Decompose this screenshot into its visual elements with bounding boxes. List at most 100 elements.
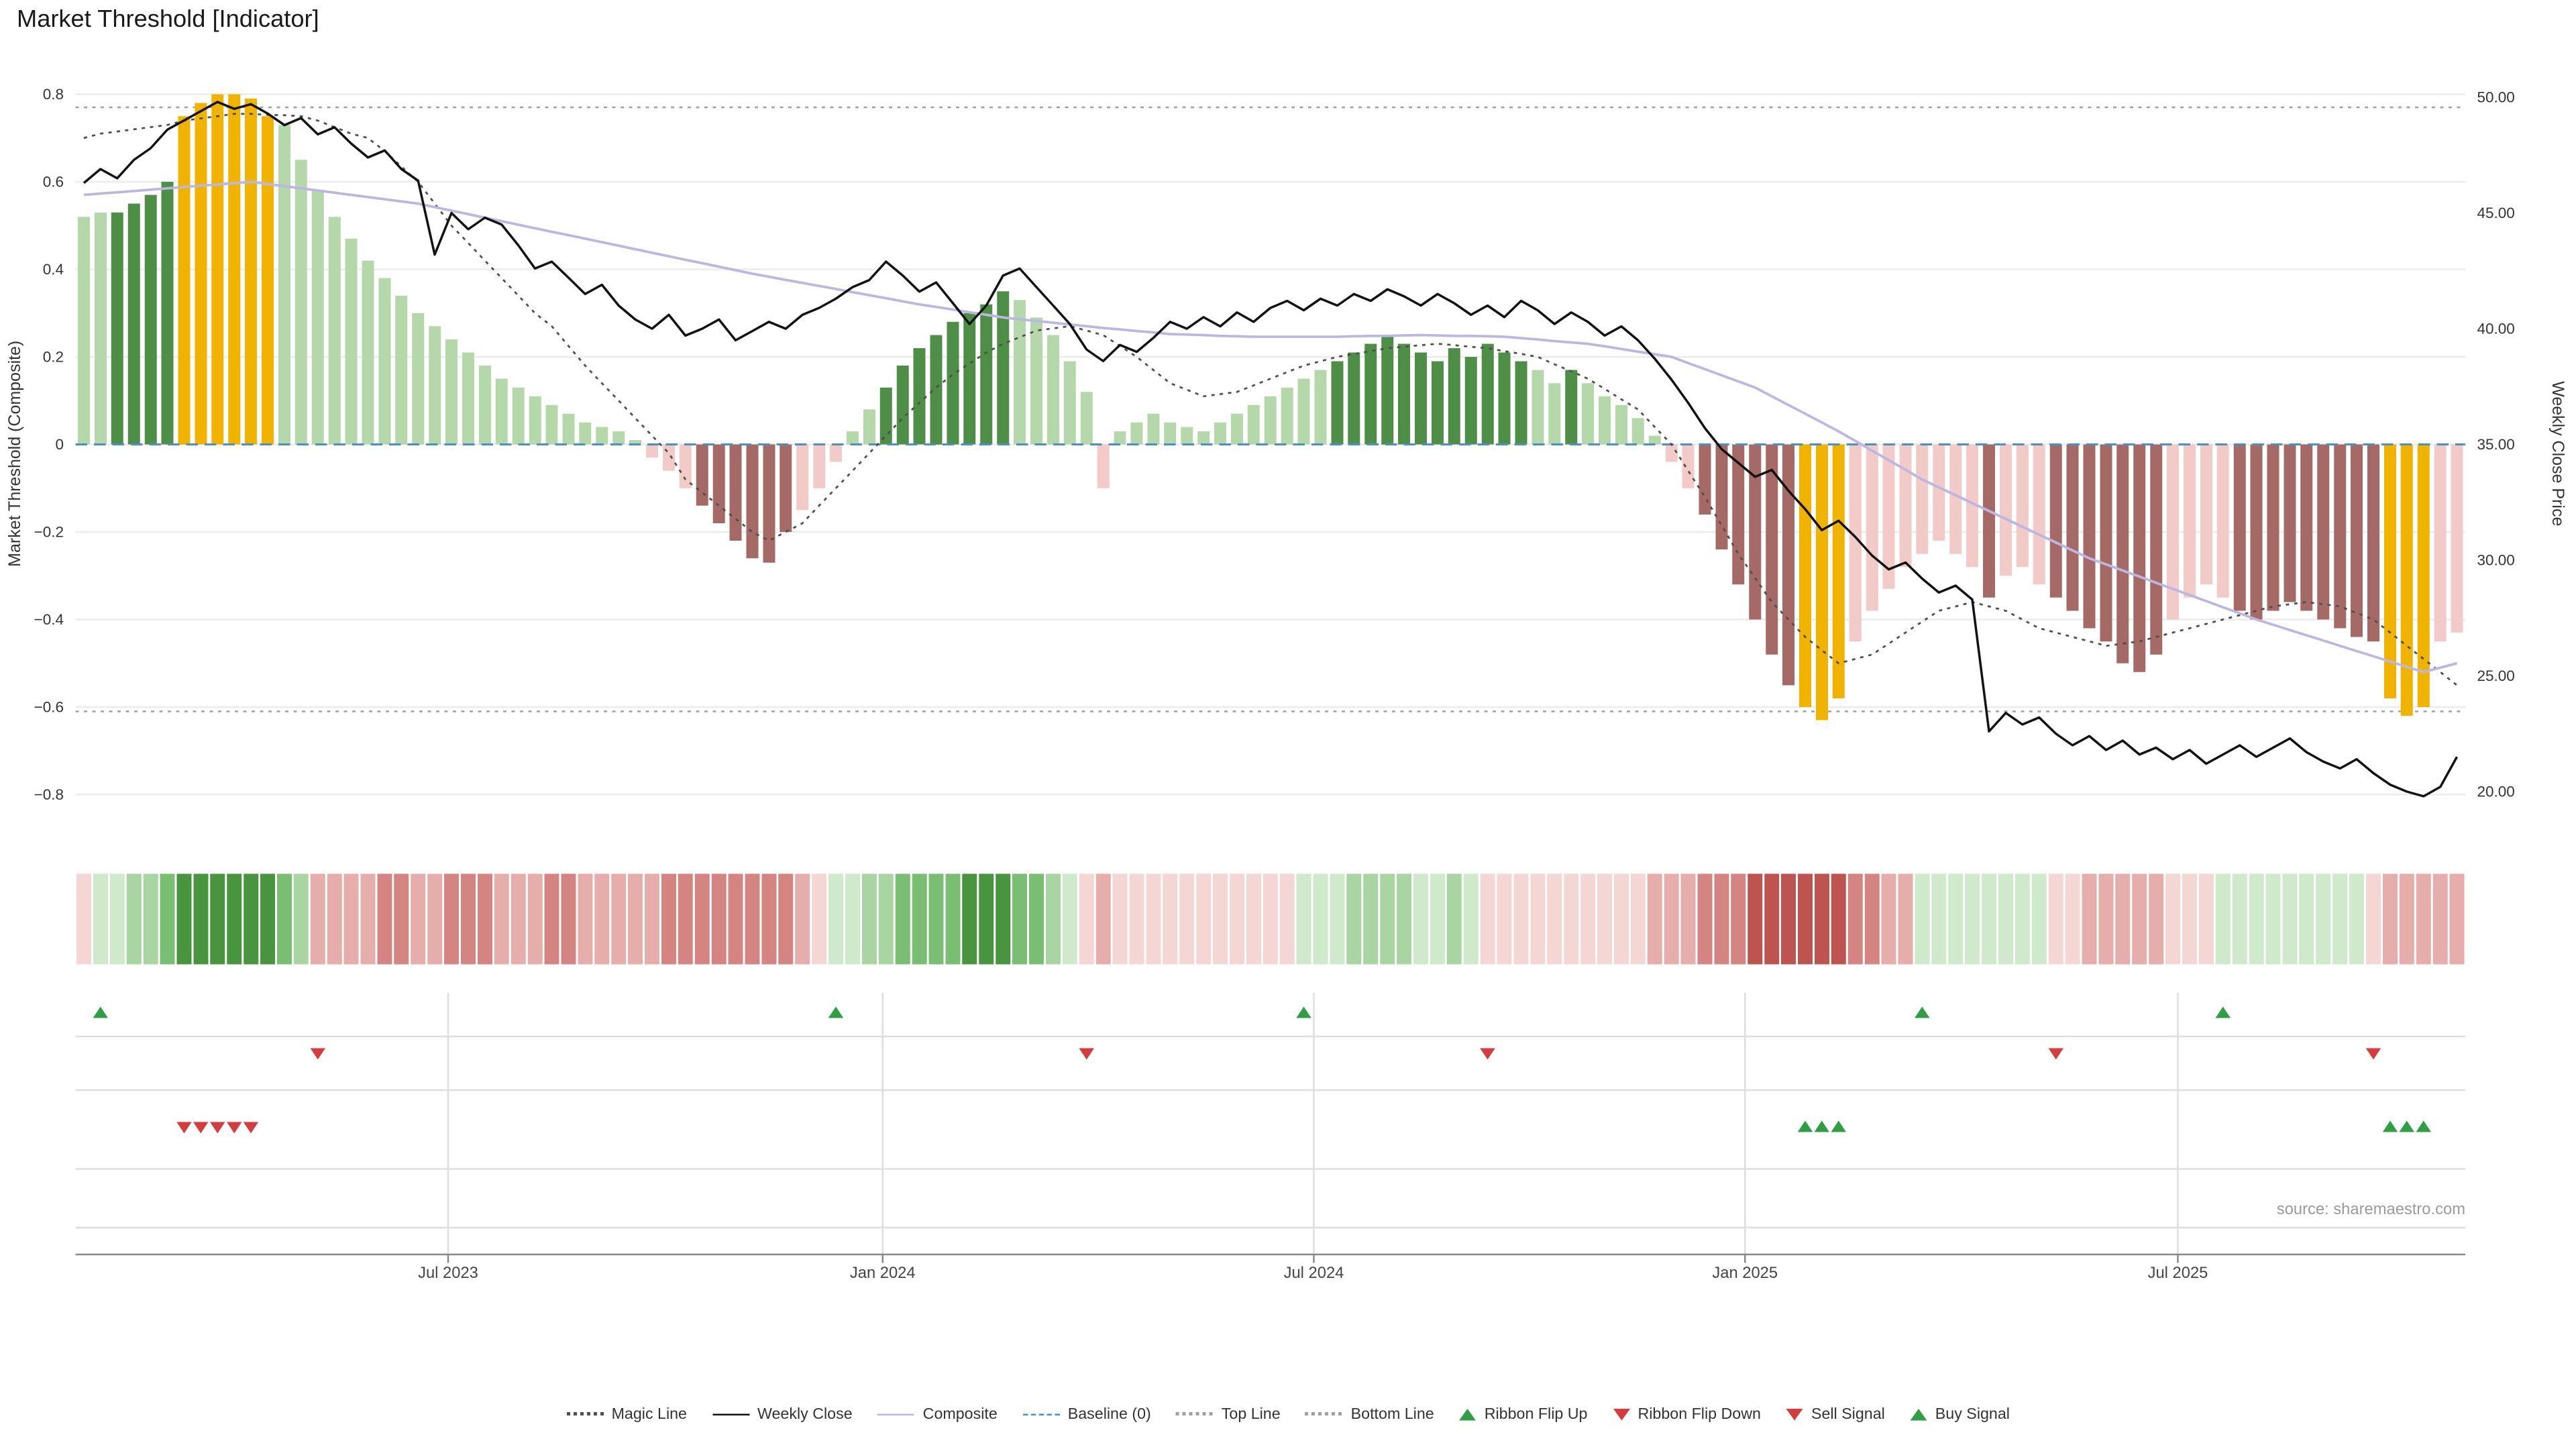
ribbon-cell [711,873,727,965]
right-axis-tick-label: 25.00 [2477,667,2515,684]
threshold-bar [1966,444,1978,568]
ribbon-cell [260,873,275,965]
chart-canvas: Jul 2023 Jan 2024 Jul 2024 Jan 2025 Jul 2025… [34,86,2515,1282]
ribbon-cell [444,873,459,965]
ribbon-cell [795,873,810,965]
page-title: Market Threshold [Indicator] [17,7,319,34]
threshold-bar [495,378,508,445]
ribbon-cell [812,873,827,965]
ribbon-cell [2349,873,2365,965]
ribbon-cell [1647,873,1662,965]
threshold-bar [127,203,140,445]
legend-label: Ribbon Flip Down [1638,1405,1761,1422]
threshold-bar [1882,444,1895,589]
buy-signal-marker [2416,1120,2431,1132]
legend-line-sample [1176,1412,1214,1415]
ribbon-cell [2282,873,2298,965]
ribbon-cell [2115,873,2131,965]
threshold-bar [78,217,90,445]
threshold-bar [1832,444,1845,698]
threshold-bar [879,387,892,445]
ribbon-cell [1446,873,1462,965]
sell-signal-marker [227,1122,242,1134]
threshold-bar [863,409,875,445]
threshold-bar [947,321,959,445]
ribbon-cell [1513,873,1529,965]
ribbon-cell [1764,873,1780,965]
ribbon-cell [2366,873,2381,965]
ribbon-cell [1279,873,1295,965]
ribbon-cell [996,873,1011,965]
threshold-bar [294,160,307,445]
right-axis-tick-label: 40.00 [2477,321,2515,337]
ribbon-cell [1179,873,1195,965]
ribbon-cell [2165,873,2180,965]
ribbon-cell [1397,873,1411,965]
threshold-bar [780,444,792,532]
ribbon-cell [1346,873,1362,965]
threshold-bar [2284,444,2296,602]
threshold-bar [847,431,859,445]
threshold-bar [2233,444,2246,611]
ribbon-cell [1079,873,1094,965]
threshold-bar [2384,444,2396,698]
ribbon-cell [1263,873,1278,965]
threshold-bar [1063,361,1076,445]
threshold-bar [2317,444,2330,620]
ribbon-cell [645,873,659,965]
legend-triangle-up-icon [1910,1407,1927,1420]
legend-label: Weekly Close [757,1405,853,1422]
threshold-bar [278,125,290,445]
threshold-bar [963,313,976,445]
x-axis-tick-label: Jul 2024 [1284,1264,1344,1282]
ribbon-cell [327,873,342,965]
threshold-bar [395,295,408,445]
ribbon-cell [511,873,526,965]
ribbon-cell [2265,873,2281,965]
threshold-bar [211,94,224,445]
threshold-bar [362,260,374,445]
threshold-bar [1916,444,1929,554]
ribbon-cell [1330,873,1345,965]
ribbon-cell [979,873,994,965]
ribbon-cell [176,873,192,965]
ribbon-cell [1831,873,1846,965]
threshold-bar [1448,348,1460,445]
threshold-bar [228,94,241,445]
ribbon-cell [1697,873,1713,965]
ribbon-cell [1380,873,1395,965]
legend-item-sell-signal: Sell Signal [1786,1405,1885,1422]
ribbon-cell [1998,873,2013,965]
legend-label: Bottom Line [1350,1405,1434,1422]
legend-item-top-line: Top Line [1176,1405,1281,1422]
ribbon-cell [360,873,376,965]
ribbon-flip-up-marker [1296,1006,1311,1018]
threshold-bar [512,387,525,445]
ribbon-flip-down-marker [310,1048,325,1060]
threshold-bar [1782,444,1794,686]
buy-signal-marker [1814,1120,1829,1132]
threshold-bar [2133,444,2146,672]
left-axis-tick-label: −0.4 [34,611,64,628]
ribbon-cell [862,873,877,965]
ribbon-cell [2332,873,2348,965]
threshold-bar [1899,444,1912,568]
legend-item-bottom-line: Bottom Line [1305,1405,1434,1422]
threshold-bar [2083,444,2096,629]
legend-triangle-up-icon [1459,1407,1477,1420]
ribbon-cell [76,873,91,965]
threshold-bar [1147,413,1160,445]
threshold-bar [612,431,625,445]
threshold-bar [1548,383,1561,445]
ribbon-cell [478,873,492,965]
ribbon-cell [109,873,125,965]
ribbon-cell [160,873,175,965]
threshold-bar [997,291,1010,445]
threshold-bar [1197,431,1210,445]
threshold-bar [245,99,257,445]
ribbon-cell [244,873,259,965]
x-axis-tick-label: Jul 2025 [2148,1264,2208,1282]
threshold-bar [579,422,592,445]
threshold-bar [1214,422,1226,445]
